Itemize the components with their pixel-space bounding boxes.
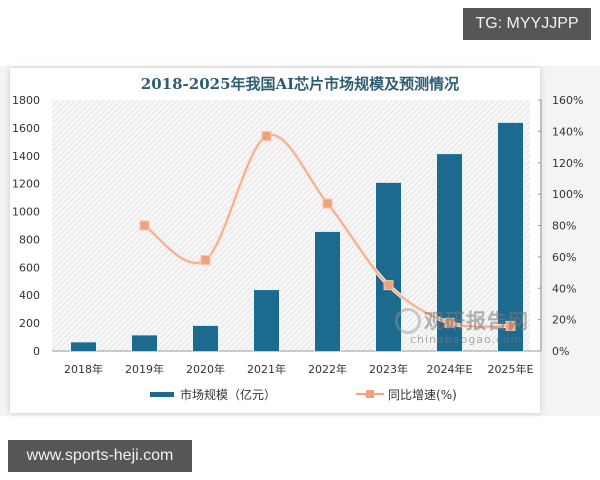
left-tick-label: 400 (19, 289, 40, 302)
left-tick-label: 1600 (12, 122, 40, 135)
bar (254, 290, 279, 351)
left-tick-label: 1200 (12, 178, 40, 191)
right-tick-label: 0% (552, 345, 569, 358)
x-tick-label: 2021年 (247, 362, 286, 376)
x-tick-label: 2022年 (308, 362, 347, 376)
bar (498, 122, 523, 351)
x-tick-label: 2024年E (427, 362, 473, 376)
watermark-logo-icon (395, 308, 421, 334)
left-tick-label: 800 (19, 233, 40, 246)
chart-title: 2018-2025年我国AI芯片市场规模及预测情况 (140, 75, 460, 93)
legend-item-growth: 同比增速(%) (356, 386, 457, 403)
right-tick-label: 140% (552, 125, 583, 138)
chart-legend: 市场规模（亿元） 同比增速(%) (140, 380, 480, 408)
x-tick-label: 2020年 (186, 362, 225, 376)
right-tick-label: 60% (552, 251, 576, 264)
line-marker (444, 317, 455, 328)
line-marker-swatch-icon (356, 389, 385, 399)
left-tick-label: 0 (33, 345, 40, 358)
legend-item-market-size: 市场规模（亿元） (150, 386, 276, 403)
legend-label: 市场规模（亿元） (180, 387, 277, 402)
legend-label: 同比增速(%) (388, 387, 457, 402)
line-marker (200, 255, 211, 266)
bar (315, 231, 340, 351)
tg-badge: TG: MYYJJPP (463, 8, 591, 40)
x-tick-label: 2023年 (369, 362, 408, 376)
right-tick-label: 80% (552, 220, 576, 233)
right-tick-label: 40% (552, 282, 576, 295)
left-tick-label: 200 (19, 317, 40, 330)
bar (71, 342, 96, 351)
right-tick-label: 20% (552, 314, 576, 327)
right-tick-label: 160% (552, 94, 583, 107)
left-axis: 0 200 400 600 800 1000 1200 1400 1600 1800 (12, 94, 40, 358)
bar-swatch-icon (150, 391, 174, 397)
x-tick-label: 2018年 (64, 362, 103, 376)
line-marker (322, 198, 333, 209)
left-tick-label: 1400 (12, 150, 40, 163)
left-tick-label: 1800 (12, 94, 40, 107)
right-tick-label: 100% (552, 188, 583, 201)
line-marker (261, 131, 272, 142)
line-marker (383, 280, 394, 291)
right-axis: 0% 20% 40% 60% 80% 100% 120% 140% 160% (538, 94, 583, 358)
watermark-subtext: chinabaogao.com (410, 333, 523, 346)
line-series (139, 131, 516, 331)
x-tick-label: 2019年 (125, 362, 164, 376)
line-marker (505, 320, 516, 331)
x-axis: 2018年 2019年 2020年 2021年 2022年 2023年 2024年E 2025… (64, 362, 534, 376)
watermark-text: 观研报告网 (424, 309, 529, 333)
url-badge: www.sports-heji.com (8, 440, 192, 472)
x-tick-label: 2025年E (488, 362, 534, 376)
right-tick-label: 120% (552, 157, 583, 170)
bar (132, 335, 157, 351)
left-tick-label: 600 (19, 261, 40, 274)
bar (193, 325, 218, 351)
line-marker (139, 220, 150, 231)
left-tick-label: 1000 (12, 206, 40, 219)
